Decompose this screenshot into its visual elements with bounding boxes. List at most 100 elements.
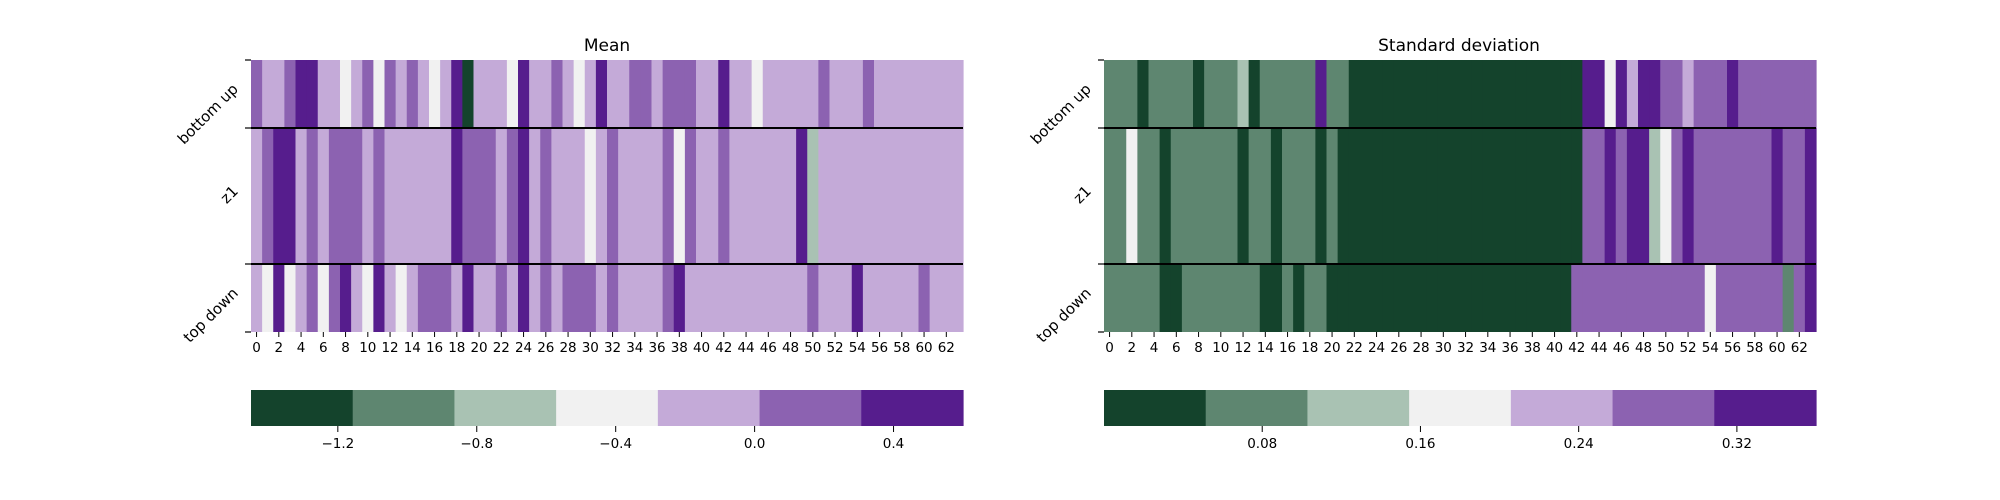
heatmap-cell <box>406 128 419 264</box>
colorbar-swatch <box>759 390 862 426</box>
x-tick-label: 22 <box>493 340 510 356</box>
heatmap-cell <box>1415 264 1428 332</box>
heatmap-cell <box>295 264 308 332</box>
heatmap-cell <box>1348 128 1361 264</box>
heatmap-cell <box>1170 128 1183 264</box>
heatmap-cell <box>662 128 675 264</box>
heatmap-cell <box>1615 128 1628 264</box>
heatmap-cell <box>1115 264 1127 332</box>
heatmap-cell <box>1460 60 1472 128</box>
heatmap-cell <box>1560 60 1572 128</box>
heatmap-cell <box>518 60 530 128</box>
heatmap-cell <box>540 60 552 128</box>
x-tick-label: 40 <box>693 340 710 356</box>
heatmap-cell <box>495 128 508 264</box>
heatmap-cell <box>284 128 297 264</box>
heatmap-cell <box>696 128 708 264</box>
x-tick-label: 52 <box>826 340 843 356</box>
heatmap-cell <box>1181 60 1194 128</box>
x-tick-label: 42 <box>715 340 732 356</box>
x-tick-label: 24 <box>515 340 532 356</box>
heatmap-cell <box>640 128 653 264</box>
heatmap-cell <box>1626 60 1639 128</box>
heatmap-cell <box>940 264 953 332</box>
heatmap-cell <box>1126 264 1138 332</box>
heatmap-cell <box>1593 264 1606 332</box>
heatmap-cell <box>1226 264 1239 332</box>
colorbar-tick-label: 0.08 <box>1247 436 1277 452</box>
colorbar-swatch <box>1307 390 1410 426</box>
heatmap-cell <box>773 60 786 128</box>
heatmap-cell <box>595 60 608 128</box>
x-tick-label: 10 <box>359 340 376 356</box>
heatmap-cell <box>1593 60 1606 128</box>
heatmap-cell <box>1437 60 1450 128</box>
heatmap-cell <box>328 128 341 264</box>
heatmap-cell <box>1760 60 1773 128</box>
heatmap-cell <box>351 60 363 128</box>
heatmap-cell <box>618 60 630 128</box>
heatmap-cell <box>1793 60 1806 128</box>
heatmap-cell <box>840 60 853 128</box>
heatmap-cell <box>707 264 719 332</box>
heatmap-cell <box>1237 60 1250 128</box>
heatmap-cell <box>807 264 819 332</box>
colorbar-tick-label: −1.2 <box>321 436 354 452</box>
heatmap-cell <box>1571 60 1583 128</box>
heatmap-cell <box>562 264 575 332</box>
heatmap-cell <box>1537 128 1550 264</box>
heatmap-cell <box>1104 128 1116 264</box>
heatmap-cell <box>1560 128 1572 264</box>
heatmap-cell <box>651 60 664 128</box>
heatmap-cell <box>874 128 886 264</box>
heatmap-cell <box>696 60 708 128</box>
heatmap-cell <box>1626 128 1639 264</box>
heatmap-cell <box>1215 264 1227 332</box>
heatmap-cell <box>395 128 408 264</box>
heatmap-cell <box>1782 60 1795 128</box>
heatmap-cell <box>1326 60 1339 128</box>
x-tick-label: 50 <box>804 340 821 356</box>
heatmap-cell <box>1460 264 1472 332</box>
x-tick-label: 56 <box>1724 340 1741 356</box>
x-tick-label: 10 <box>1212 340 1229 356</box>
heatmap-cell <box>1426 128 1439 264</box>
heatmap-cell <box>584 60 597 128</box>
heatmap-cell <box>1448 264 1461 332</box>
heatmap-cell <box>1159 60 1172 128</box>
colorbar-swatch <box>861 390 964 426</box>
heatmap-cell <box>1270 60 1283 128</box>
heatmap-cell <box>751 60 764 128</box>
heatmap-cell <box>1771 264 1784 332</box>
heatmap-cell <box>718 264 730 332</box>
heatmap-cell <box>1448 60 1461 128</box>
heatmap-cell <box>406 264 419 332</box>
heatmap-cell <box>562 128 575 264</box>
heatmap-cell <box>473 264 486 332</box>
x-tick-label: 50 <box>1657 340 1674 356</box>
heatmap-cell <box>818 128 831 264</box>
heatmap-cell <box>506 264 519 332</box>
chart-title: Standard deviation <box>1378 36 1540 56</box>
heatmap-cell <box>1482 128 1494 264</box>
heatmap-cell <box>707 128 719 264</box>
heatmap-cell <box>451 264 463 332</box>
x-tick-label: 6 <box>1172 340 1181 356</box>
x-tick-label: 56 <box>871 340 888 356</box>
heatmap-cell <box>1471 128 1483 264</box>
heatmap-cell <box>673 264 686 332</box>
heatmap-cell <box>896 128 908 264</box>
heatmap-cell <box>707 60 719 128</box>
colorbar-tick-label: 0.16 <box>1405 436 1435 452</box>
heatmap-cell <box>262 128 274 264</box>
heatmap-cell <box>929 60 942 128</box>
heatmap-cell <box>1248 60 1261 128</box>
x-tick-label: 40 <box>1546 340 1563 356</box>
colorbar-swatch <box>1612 390 1715 426</box>
heatmap-cell <box>340 264 352 332</box>
heatmap-cell <box>1693 128 1706 264</box>
heatmap-cell <box>929 128 942 264</box>
heatmap-cell <box>1671 128 1684 264</box>
heatmap-cell <box>440 264 452 332</box>
heatmap-cell <box>818 60 831 128</box>
